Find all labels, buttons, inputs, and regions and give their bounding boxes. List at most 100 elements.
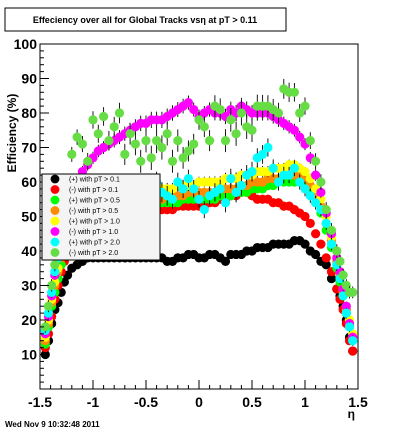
data-point — [344, 322, 355, 332]
data-point — [300, 101, 310, 111]
data-point — [141, 136, 151, 146]
legend-marker — [50, 174, 60, 184]
legend-marker — [50, 237, 60, 247]
data-point — [178, 153, 188, 163]
data-point — [43, 308, 54, 318]
data-point — [316, 239, 326, 249]
data-point — [341, 280, 351, 291]
data-point — [326, 239, 337, 249]
data-point — [348, 336, 358, 346]
y-tick-label: 40 — [21, 243, 37, 259]
data-point — [167, 194, 178, 204]
data-point — [311, 249, 321, 260]
x-axis: -1.5 -1 -0.5 0 0.5 1 1.5 — [28, 380, 368, 410]
y-tick-label: 20 — [21, 312, 37, 328]
x-axis-title: η — [348, 407, 355, 421]
data-point — [311, 198, 321, 208]
data-point — [220, 198, 231, 208]
data-point — [295, 177, 305, 187]
data-point — [321, 218, 331, 228]
data-point — [189, 104, 199, 115]
data-point — [268, 163, 278, 173]
data-point — [300, 167, 310, 177]
data-point — [189, 184, 199, 194]
data-point — [226, 115, 236, 125]
data-point — [263, 142, 273, 153]
legend-label: (+) with pT > 2.0 — [69, 240, 120, 247]
data-point — [226, 173, 236, 184]
data-point — [311, 156, 321, 166]
data-point — [104, 136, 114, 146]
legend-marker — [50, 195, 60, 205]
data-point — [67, 149, 77, 159]
legend-marker — [50, 206, 60, 215]
legend-marker — [50, 248, 60, 257]
data-point — [258, 149, 268, 159]
data-point — [231, 187, 241, 197]
y-tick-label: 50 — [21, 209, 37, 225]
data-point — [146, 153, 156, 163]
legend-label: (-) with pT > 0.1 — [69, 187, 118, 194]
data-point — [236, 108, 246, 118]
data-point — [194, 194, 204, 204]
data-point — [183, 98, 193, 108]
data-point — [167, 156, 178, 166]
data-point — [50, 260, 60, 270]
x-tick-label: 1 — [301, 394, 309, 410]
data-point — [199, 122, 209, 132]
data-point — [305, 136, 315, 146]
legend-marker — [50, 185, 60, 194]
data-point — [72, 132, 82, 142]
data-point — [311, 229, 321, 239]
data-point — [47, 287, 57, 297]
data-point — [284, 170, 294, 180]
title-box — [4, 7, 287, 32]
data-point — [56, 287, 66, 297]
data-point — [125, 129, 135, 139]
data-point — [247, 125, 257, 135]
data-point — [338, 270, 348, 280]
y-tick-label: 80 — [21, 105, 37, 121]
data-point — [157, 142, 167, 153]
data-point — [199, 205, 209, 215]
legend-marker — [50, 216, 60, 226]
data-point — [247, 167, 257, 177]
data-point — [83, 156, 93, 166]
data-point — [40, 322, 50, 332]
data-point — [316, 187, 326, 197]
legend-marker — [50, 227, 60, 236]
legend: (+) with pT > 0.1 (-) with pT > 0.1 (+) wi… — [50, 174, 120, 257]
x-tick-label: -1 — [87, 394, 100, 410]
data-point — [120, 149, 130, 159]
data-point — [162, 129, 172, 139]
data-point — [50, 267, 60, 277]
y-tick-label: 100 — [14, 36, 38, 52]
chart-title: Effeciency over all for Global Tracks vs… — [33, 15, 257, 25]
data-point — [77, 139, 87, 149]
data-point — [47, 280, 57, 291]
data-point — [152, 136, 162, 146]
data-point — [99, 111, 109, 122]
data-point — [341, 301, 351, 311]
x-tick-label: 0 — [195, 394, 203, 410]
y-tick-label: 70 — [21, 140, 37, 156]
data-point — [109, 122, 119, 132]
data-point — [220, 256, 231, 266]
legend-box — [41, 173, 161, 261]
data-point — [231, 129, 241, 139]
data-point — [326, 225, 337, 235]
data-point — [183, 173, 193, 184]
legend-label: (+) with pT > 0.1 — [69, 177, 120, 184]
data-point — [236, 180, 246, 191]
data-point — [295, 108, 305, 118]
legend-label: (+) with pT > 1.0 — [69, 219, 120, 226]
data-point — [114, 108, 125, 118]
y-tick-label: 90 — [21, 71, 37, 87]
legend-label: (+) with pT > 0.5 — [69, 198, 120, 205]
data-point — [289, 163, 299, 173]
data-point — [348, 287, 358, 297]
data-point — [215, 104, 225, 115]
data-point — [332, 246, 342, 256]
